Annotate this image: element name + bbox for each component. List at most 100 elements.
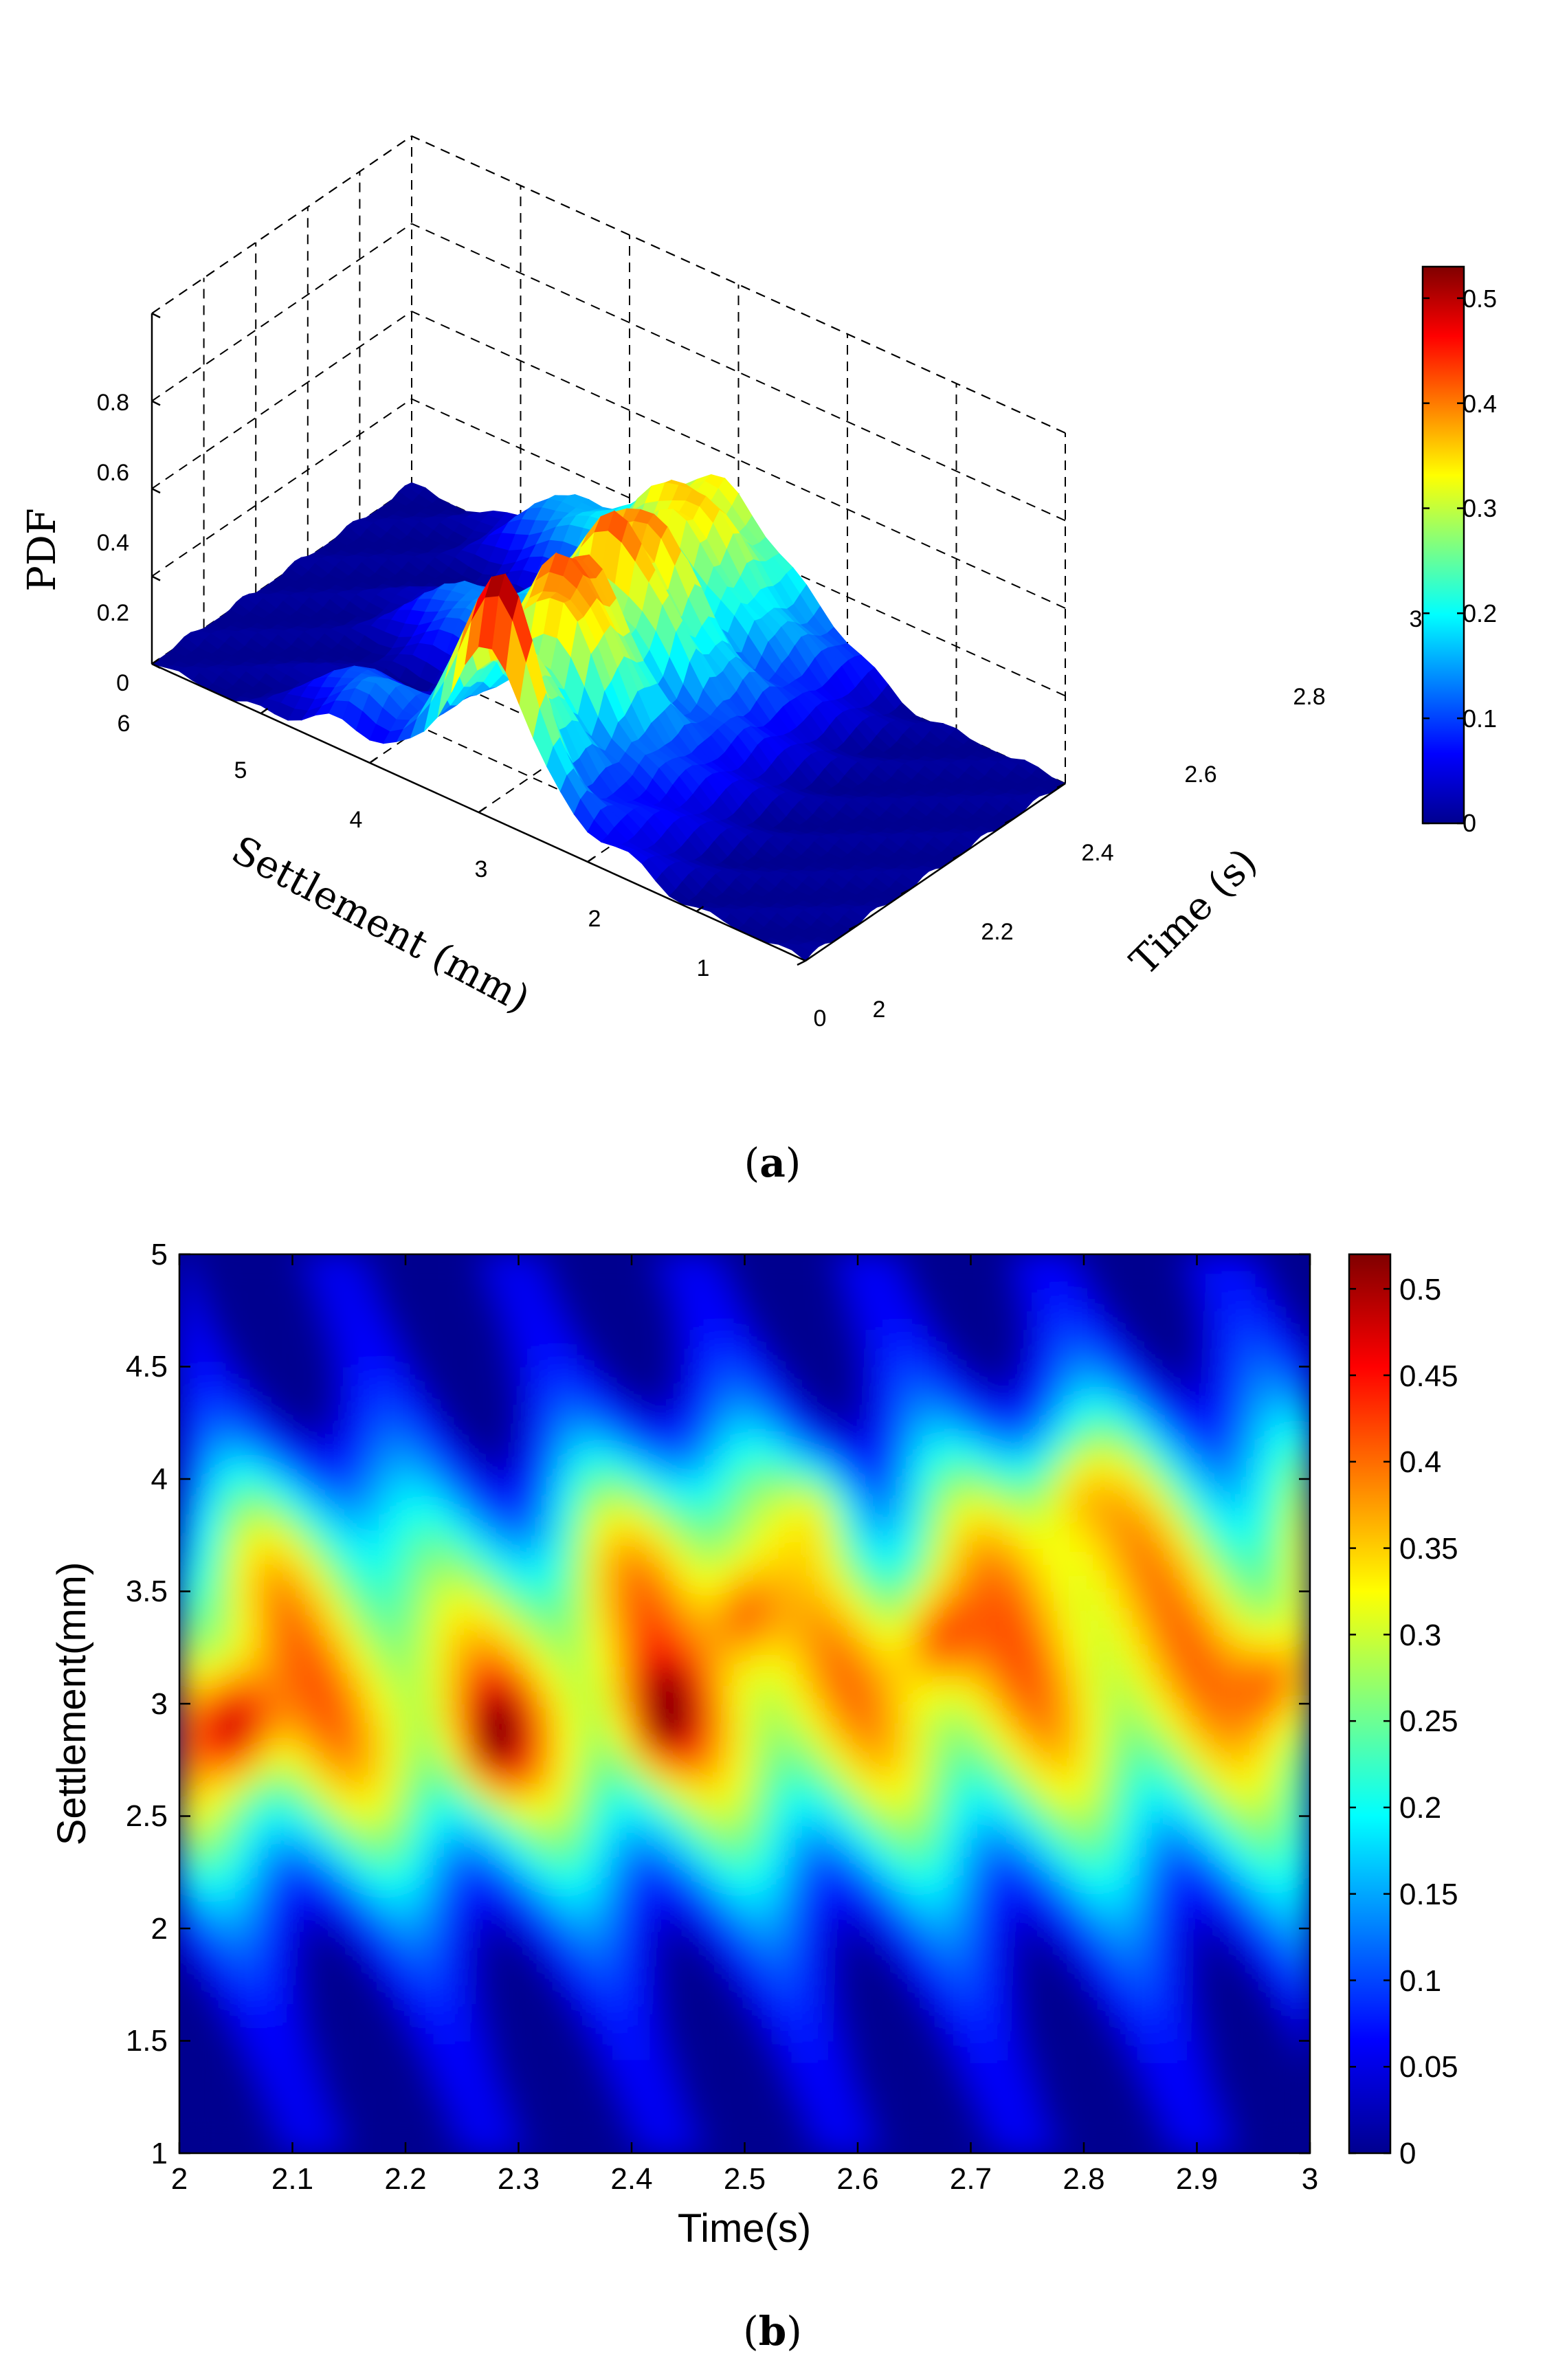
contour-cell (819, 1384, 840, 1405)
contour-cell (348, 1890, 369, 1911)
contour-cell (894, 1515, 915, 1536)
contour-cell (518, 1871, 538, 1892)
contour-cell (386, 1403, 406, 1424)
contour-cell (932, 1890, 953, 1911)
contour-cell (951, 1272, 972, 1293)
contour-cell (988, 1684, 1010, 1704)
contour-cell (574, 1441, 595, 1461)
contour-cell (254, 1665, 275, 1686)
contour-cell (1045, 1946, 1066, 1967)
contour-cell (668, 1478, 689, 1499)
contour-cell (1140, 1740, 1160, 1761)
contour-cell (876, 1871, 896, 1892)
contour-cell (179, 1572, 199, 1592)
contour-cell (631, 1834, 652, 1854)
contour-cell (932, 1647, 953, 1667)
contour-cell (781, 1946, 802, 1967)
contour-cell (254, 1366, 275, 1386)
contour-cell (216, 1647, 237, 1667)
contour-cell (781, 1909, 802, 1929)
contour-cell (480, 1497, 501, 1517)
contour-cell (1064, 1553, 1085, 1574)
contour-cell (555, 1384, 576, 1405)
contour-cell (536, 1983, 557, 2004)
contour-cell (1083, 1890, 1104, 1911)
contour-cell (423, 1665, 444, 1686)
contour-cell (1214, 1347, 1236, 1368)
contour-cell (1234, 1291, 1254, 1311)
contour-cell (725, 1890, 746, 1911)
contour-cell (329, 1291, 350, 1311)
contour-cell (1026, 2078, 1047, 2098)
contour-cell (631, 1684, 652, 1704)
contour-cell (970, 1272, 990, 1293)
contour-cell (499, 1478, 520, 1499)
contour-cell (518, 1647, 538, 1667)
contour-cell (574, 2040, 595, 2060)
contour-cell (612, 1665, 632, 1686)
contour-cell (1177, 1478, 1198, 1499)
contour-cell (631, 2133, 652, 2153)
contour-cell (291, 1834, 312, 1854)
contour-cell (988, 1778, 1010, 1799)
contour-cell (1045, 1722, 1066, 1742)
contour-cell (1045, 1740, 1066, 1761)
contour-cell (687, 2058, 708, 2079)
contour-cell (405, 1534, 425, 1555)
contour-cell (593, 1572, 614, 1592)
contour-cell (518, 1778, 538, 1799)
contour-cell (461, 1553, 482, 1574)
contour-cell (819, 1909, 840, 1929)
contour-cell (894, 1309, 915, 1330)
contour-cell (593, 1553, 614, 1574)
contour-cell (480, 1983, 501, 2004)
contour-cell (1102, 1515, 1122, 1536)
contour-cell (970, 1628, 990, 1649)
contour-cell (1234, 1983, 1254, 2004)
contour-cell (1064, 1309, 1085, 1330)
contour-cell (668, 1309, 689, 1330)
contour-cell (744, 1366, 764, 1386)
contour-cell (857, 1946, 878, 1967)
contour-cell (593, 1534, 614, 1555)
contour-cell (367, 1965, 388, 1986)
contour-cell (1045, 2040, 1066, 2060)
contour-cell (461, 2021, 482, 2042)
contour-cell (781, 1853, 802, 1873)
contour-cell (1252, 1366, 1274, 1386)
contour-cell (179, 1834, 199, 1854)
contour-cell (970, 1853, 990, 1873)
contour-cell (706, 1797, 727, 1817)
contour-cell (894, 1665, 915, 1686)
contour-cell (348, 1703, 369, 1724)
contour-cell (649, 2021, 670, 2042)
contour-cell (631, 1309, 652, 1330)
contour-cell (838, 1759, 858, 1779)
contour-cell (593, 1459, 614, 1480)
contour-cell (1252, 2096, 1274, 2117)
contour-cell (574, 1778, 595, 1799)
contour-cell (254, 2040, 275, 2060)
contour-cell (1102, 1384, 1122, 1405)
contour-cell (913, 1291, 934, 1311)
contour-cell (405, 1291, 425, 1311)
contour-cell (894, 1478, 915, 1499)
contour-cell (612, 1254, 632, 1274)
contour-cell (668, 1272, 689, 1293)
settlement-tick (478, 806, 487, 814)
time-tick-label: 2 (873, 997, 886, 1023)
contour-cell (1120, 1291, 1142, 1311)
contour-cell (574, 1366, 595, 1386)
contour-cell (1064, 1609, 1085, 1630)
contour-cell (310, 2058, 331, 2079)
contour-cell (932, 2040, 953, 2060)
contour-cell (1008, 1890, 1028, 1911)
contour-cell (329, 1403, 350, 1424)
contour-cell (329, 1272, 350, 1293)
contour-cell (744, 1384, 764, 1405)
contour-cell (857, 1703, 878, 1724)
contour-cell (800, 1347, 821, 1368)
settlement-tick-label: 3 (475, 856, 488, 882)
contour-cell (838, 1590, 858, 1611)
contour-cell (1158, 1459, 1179, 1480)
